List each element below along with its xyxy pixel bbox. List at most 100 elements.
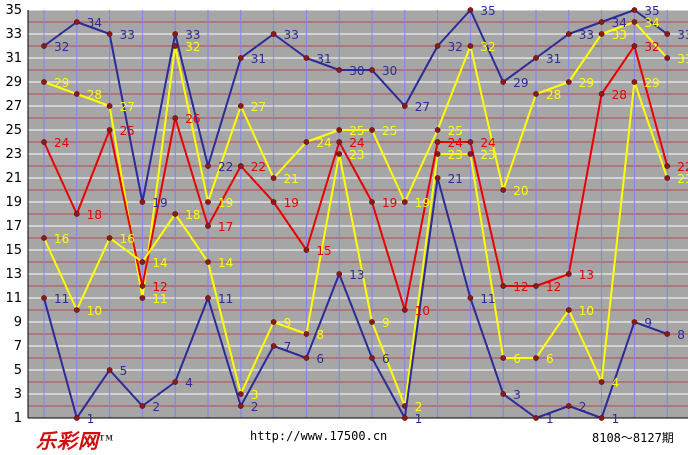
data-point — [139, 259, 146, 265]
data-point — [467, 151, 474, 157]
data-point — [631, 319, 638, 325]
data-label: 1 — [612, 412, 620, 426]
data-point — [106, 235, 113, 241]
data-point — [467, 7, 474, 13]
data-label: 30 — [382, 64, 397, 78]
data-label: 19 — [382, 196, 397, 210]
data-label: 4 — [185, 376, 193, 390]
data-point — [270, 199, 277, 205]
data-label: 28 — [546, 88, 561, 102]
data-label: 32 — [448, 40, 463, 54]
logo-text: 乐彩网 — [36, 429, 99, 453]
data-point — [106, 367, 113, 373]
data-point — [565, 79, 572, 85]
data-label: 22 — [677, 160, 688, 174]
data-point — [270, 319, 277, 325]
data-label: 24 — [448, 136, 463, 150]
data-point — [631, 79, 638, 85]
data-label: 24 — [54, 136, 69, 150]
data-point — [205, 223, 211, 229]
data-label: 5 — [120, 364, 128, 378]
data-label: 33 — [579, 28, 594, 42]
data-point — [369, 319, 375, 325]
data-label: 25 — [382, 124, 397, 138]
data-point — [500, 283, 507, 289]
data-point — [41, 43, 47, 49]
y-tick-label: 9 — [14, 315, 22, 330]
data-label: 29 — [644, 76, 659, 90]
data-point — [664, 55, 671, 61]
data-point — [73, 19, 80, 25]
data-label: 9 — [644, 316, 652, 330]
data-label: 6 — [316, 352, 324, 366]
data-label: 11 — [54, 292, 69, 306]
data-point — [336, 151, 343, 157]
data-point — [106, 31, 113, 37]
data-label: 7 — [284, 340, 292, 354]
data-point — [434, 43, 441, 49]
data-label: 19 — [415, 196, 430, 210]
data-point — [336, 139, 343, 145]
data-label: 10 — [579, 304, 594, 318]
data-point — [500, 187, 507, 193]
data-label: 16 — [54, 232, 69, 246]
site-url[interactable]: http://www.17500.cn — [250, 429, 388, 443]
data-label: 9 — [284, 316, 292, 330]
data-point — [565, 403, 572, 409]
data-point — [598, 379, 605, 385]
data-point — [434, 175, 441, 181]
data-point — [565, 271, 572, 277]
data-label: 22 — [218, 160, 233, 174]
y-tick-label: 1 — [14, 411, 22, 426]
data-point — [303, 331, 310, 337]
data-label: 18 — [87, 208, 102, 222]
data-point — [73, 211, 80, 217]
data-label: 19 — [152, 196, 167, 210]
data-label: 19 — [284, 196, 299, 210]
data-point — [172, 379, 179, 385]
data-point — [533, 415, 539, 421]
data-point — [434, 139, 441, 145]
data-point — [139, 199, 146, 205]
y-tick-label: 21 — [5, 171, 22, 186]
data-label: 11 — [480, 292, 495, 306]
y-tick-label: 25 — [5, 123, 22, 138]
data-label: 25 — [448, 124, 463, 138]
data-point — [500, 391, 507, 397]
series-line-3 — [43, 45, 669, 311]
data-label: 1 — [87, 412, 95, 426]
data-label: 2 — [579, 400, 587, 414]
data-point — [205, 163, 211, 169]
data-point — [106, 103, 113, 109]
data-label: 29 — [513, 76, 528, 90]
data-label: 28 — [612, 88, 627, 102]
data-label: 21 — [448, 172, 463, 186]
data-label: 12 — [152, 280, 167, 294]
data-point — [139, 295, 146, 301]
y-tick-label: 29 — [5, 75, 22, 90]
data-label: 6 — [513, 352, 521, 366]
data-point — [303, 139, 310, 145]
data-label: 9 — [382, 316, 390, 330]
data-point — [533, 283, 539, 289]
data-point — [565, 307, 572, 313]
data-point — [664, 175, 671, 181]
data-label: 3 — [251, 388, 259, 402]
data-point — [598, 91, 605, 97]
data-point — [467, 139, 474, 145]
data-label: 33 — [185, 28, 200, 42]
data-label: 32 — [480, 40, 495, 54]
y-tick-label: 15 — [5, 243, 22, 258]
data-label: 20 — [513, 184, 528, 198]
data-point — [270, 343, 277, 349]
data-point — [237, 163, 244, 169]
data-label: 24 — [480, 136, 495, 150]
data-point — [303, 247, 310, 253]
data-label: 33 — [120, 28, 135, 42]
data-point — [533, 91, 539, 97]
data-point — [270, 31, 277, 37]
data-point — [336, 67, 343, 73]
data-point — [237, 403, 244, 409]
data-point — [664, 31, 671, 37]
data-point — [205, 295, 211, 301]
